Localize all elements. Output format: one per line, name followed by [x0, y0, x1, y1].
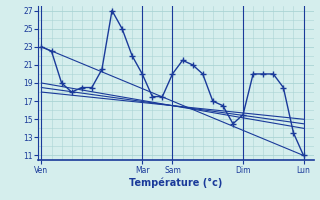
X-axis label: Température (°c): Température (°c): [129, 177, 223, 188]
